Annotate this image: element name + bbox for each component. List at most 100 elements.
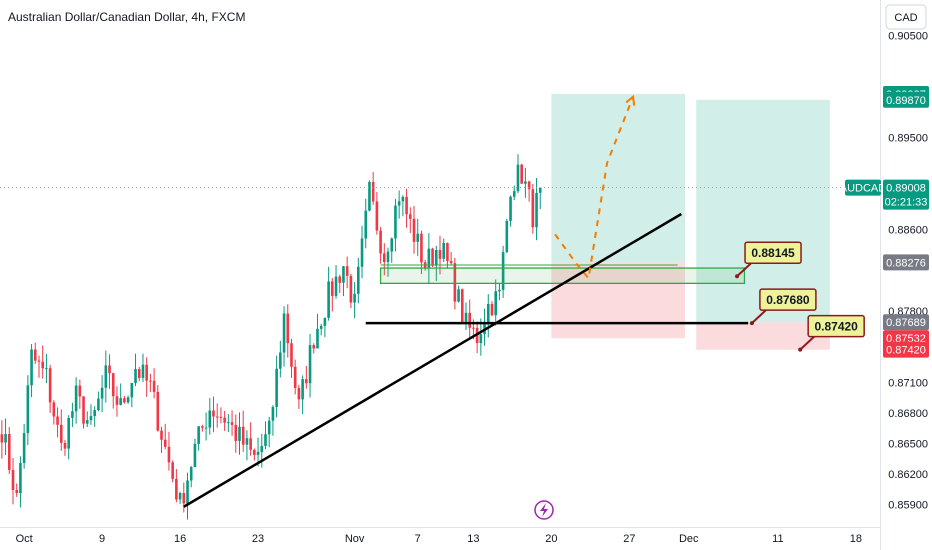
candle	[74, 377, 78, 424]
time-tick-label: 16	[174, 533, 186, 545]
candle	[301, 375, 304, 415]
candle	[331, 277, 334, 312]
candle	[427, 233, 431, 285]
candle	[215, 403, 219, 428]
current-price-badge: 0.89008 02:21:33	[883, 179, 929, 210]
price-tick-label: 0.86500	[888, 439, 928, 451]
candle	[201, 424, 204, 432]
price-tick-label: 0.90500	[888, 31, 928, 43]
support-zone-rectangle[interactable]	[379, 267, 746, 285]
candle	[223, 410, 226, 431]
candle	[479, 318, 483, 356]
candle	[48, 364, 52, 413]
candle	[119, 383, 122, 406]
candle	[178, 491, 182, 504]
candle	[446, 242, 449, 269]
lightning-icon[interactable]	[534, 500, 554, 520]
candle	[401, 195, 405, 217]
candle	[271, 405, 275, 436]
candle	[30, 344, 33, 398]
price-callouts: 0.88145 0.87680 0.87420	[735, 241, 865, 352]
candle	[111, 372, 115, 409]
candle	[305, 365, 308, 389]
candle	[524, 167, 527, 198]
candle	[22, 423, 26, 469]
candle	[167, 431, 171, 471]
time-axis[interactable]: Oct 9 16 23 Nov 7 13 20 27 Dec 11 18	[16, 533, 862, 545]
candle	[368, 180, 371, 212]
candles	[0, 154, 542, 520]
candle	[78, 379, 82, 409]
candle	[152, 368, 156, 399]
candle	[208, 398, 212, 435]
profit-zone-2[interactable]	[696, 99, 830, 323]
price-callout[interactable]: 0.87680	[749, 288, 817, 326]
currency-button[interactable]: CAD	[885, 4, 927, 30]
position-zones	[551, 93, 830, 350]
candle	[319, 323, 323, 336]
callout-label: 0.87680	[766, 293, 810, 307]
loss-zone-1[interactable]	[551, 262, 686, 339]
candle	[494, 279, 497, 326]
price-callout[interactable]: 0.88145	[735, 241, 802, 279]
time-tick-label: 9	[99, 533, 105, 545]
profit-zone-1[interactable]	[551, 93, 686, 263]
time-tick-label: 20	[545, 533, 557, 545]
candle	[394, 198, 397, 252]
candle	[282, 306, 286, 367]
price-badge: 0.87420	[883, 341, 929, 358]
candle	[416, 218, 420, 256]
candle	[279, 340, 282, 378]
candle	[353, 282, 356, 319]
candle	[312, 343, 316, 354]
candle	[245, 430, 249, 461]
candle	[19, 456, 22, 508]
projection-path[interactable]	[554, 96, 635, 281]
candle	[97, 391, 100, 412]
candle	[431, 247, 434, 267]
candle	[41, 345, 44, 379]
candle	[420, 230, 423, 275]
candle	[186, 472, 189, 520]
price-tick-label: 0.88600	[888, 224, 928, 236]
candle	[212, 396, 215, 433]
candle	[82, 396, 85, 429]
candle	[204, 412, 208, 441]
price-callout[interactable]: 0.87420	[798, 314, 865, 352]
candle	[45, 353, 48, 384]
candle	[197, 426, 200, 451]
candle	[460, 288, 464, 324]
candle	[349, 273, 353, 308]
price-tick-label: 0.85900	[888, 500, 928, 512]
candle	[56, 407, 59, 438]
price-badge: 0.87689	[883, 314, 929, 331]
price-tick-label: 0.87100	[888, 377, 928, 389]
candle	[505, 218, 509, 254]
candle	[67, 415, 70, 460]
currency-label: CAD	[894, 12, 917, 24]
candle	[390, 237, 394, 263]
rising-trend-line[interactable]	[183, 212, 682, 508]
candle	[141, 353, 145, 382]
candle	[383, 243, 386, 276]
price-badge: 0.88276	[883, 254, 929, 271]
candle	[531, 183, 535, 234]
price-badge-label: 0.87420	[886, 345, 926, 357]
current-price-label: 0.89008	[886, 183, 926, 195]
candle	[156, 385, 160, 432]
candle	[457, 285, 460, 303]
candle	[104, 350, 108, 403]
candle	[486, 294, 490, 338]
symbol-badge[interactable]: AUDCAD	[840, 179, 887, 196]
candle	[37, 355, 41, 378]
price-tick-label: 0.89500	[888, 133, 928, 145]
candle	[134, 353, 137, 387]
time-tick-label: 18	[850, 533, 862, 545]
candle	[93, 406, 96, 427]
candle	[163, 423, 167, 450]
candle	[375, 191, 379, 235]
time-tick-label: 27	[623, 533, 635, 545]
candle	[89, 404, 93, 425]
candle	[253, 448, 256, 461]
